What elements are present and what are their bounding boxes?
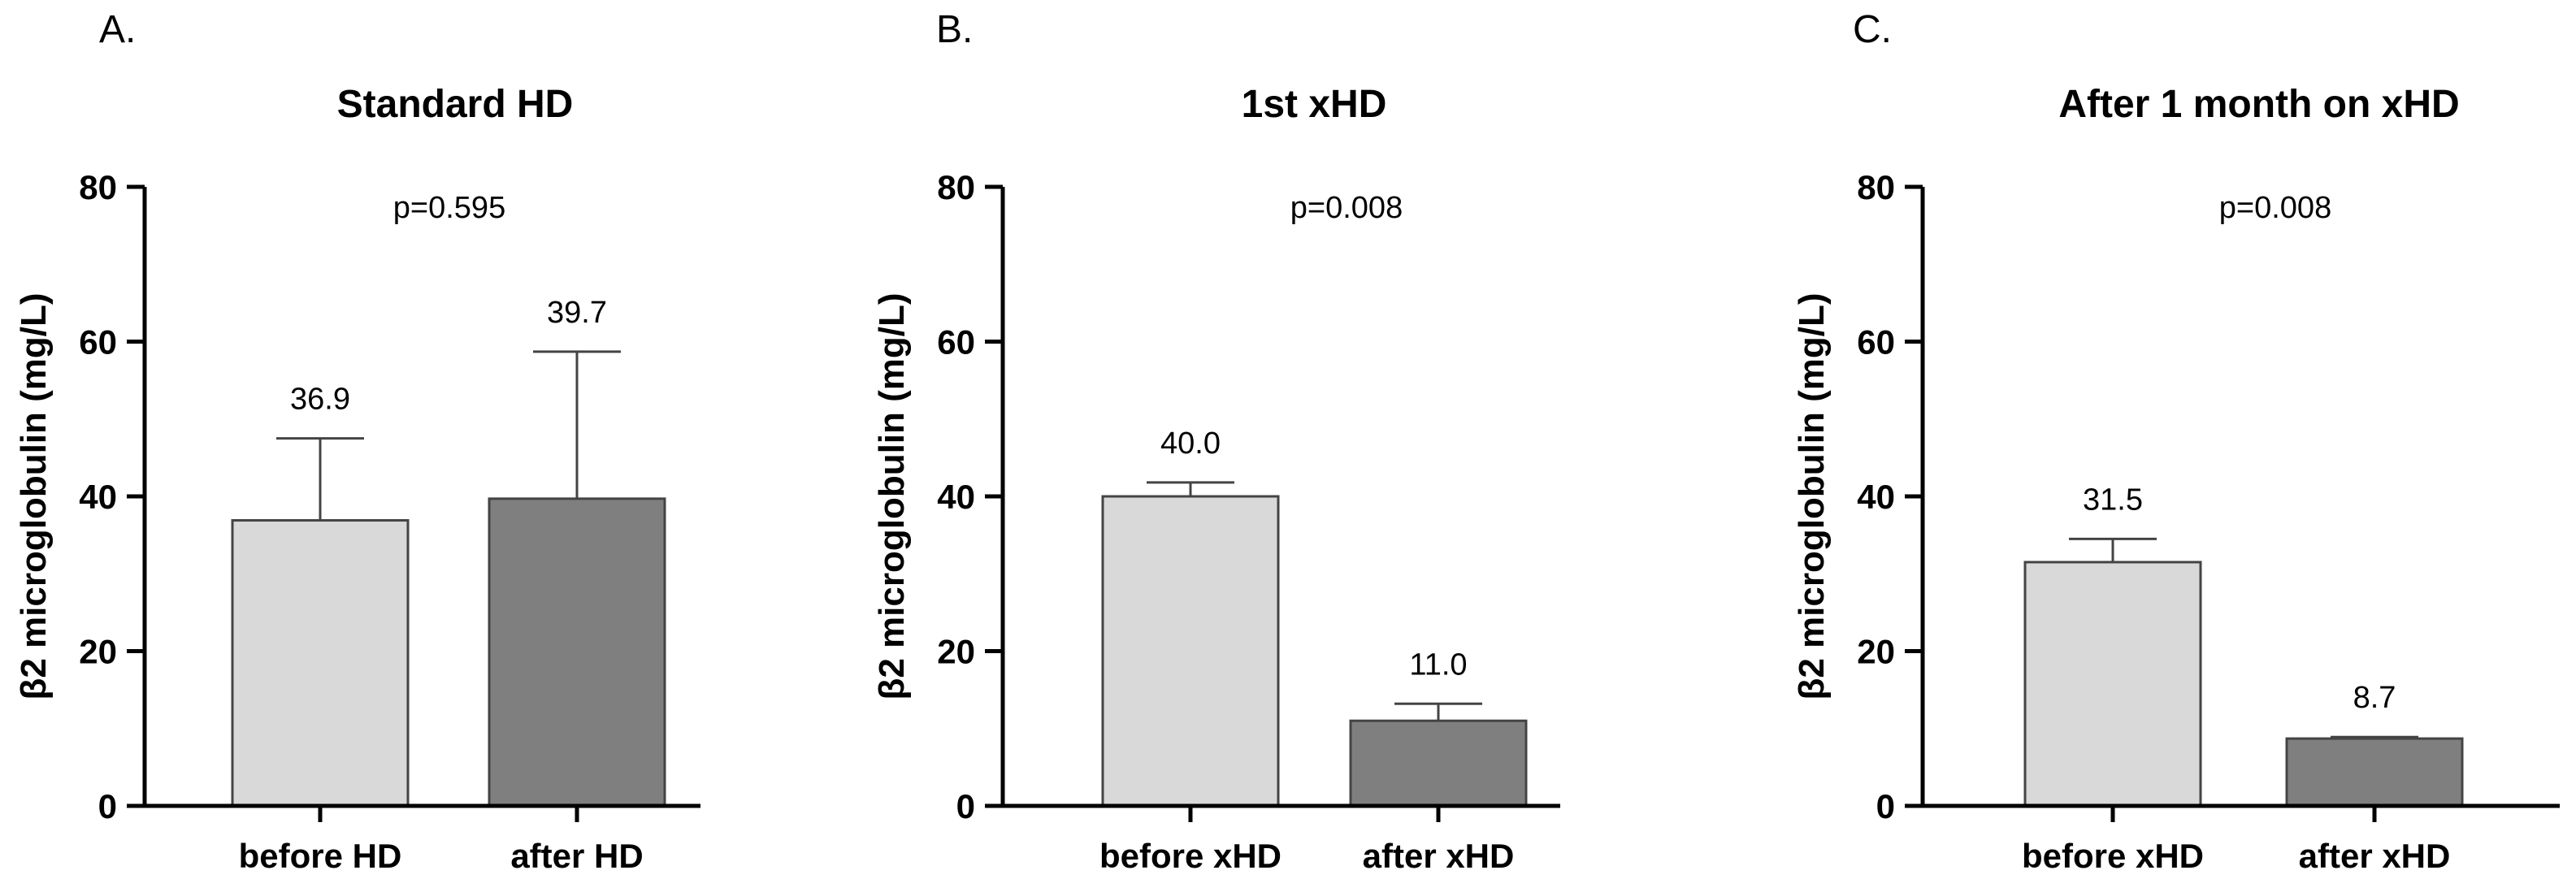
data-label: 40.0 bbox=[1160, 427, 1221, 461]
y-tick-label: 80 bbox=[937, 168, 975, 206]
panel-letter: A. bbox=[99, 8, 136, 51]
data-label: 8.7 bbox=[2353, 681, 2396, 715]
data-label: 11.0 bbox=[1409, 647, 1467, 682]
y-tick-label: 40 bbox=[1857, 478, 1895, 516]
data-label: 31.5 bbox=[2083, 483, 2143, 517]
y-tick-label: 60 bbox=[937, 323, 975, 362]
y-tick-label: 20 bbox=[937, 633, 975, 671]
y-tick-label: 60 bbox=[1857, 323, 1895, 362]
data-label: 39.7 bbox=[547, 296, 607, 330]
p-value-annotation: p=0.008 bbox=[2219, 191, 2331, 225]
x-tick-label: before xHD bbox=[1099, 837, 1281, 875]
chart-title: After 1 month on xHD bbox=[2058, 83, 2459, 126]
y-tick-label: 20 bbox=[79, 633, 117, 671]
x-tick-label: after xHD bbox=[1363, 837, 1515, 875]
y-axis-label: β2 microglobulin (mg/L) bbox=[14, 292, 54, 699]
y-tick-label: 80 bbox=[79, 168, 117, 206]
bar bbox=[231, 519, 410, 808]
p-value-annotation: p=0.595 bbox=[393, 191, 505, 225]
y-tick-label: 0 bbox=[1876, 787, 1895, 825]
x-tick-label: before HD bbox=[239, 837, 402, 875]
y-tick-label: 40 bbox=[79, 478, 117, 516]
bar bbox=[2285, 737, 2464, 808]
bar bbox=[488, 497, 666, 808]
x-tick-label: before xHD bbox=[2022, 837, 2204, 875]
y-tick-label: 40 bbox=[937, 478, 975, 516]
x-tick-label: after xHD bbox=[2299, 837, 2451, 875]
bar bbox=[2023, 561, 2202, 808]
data-label: 36.9 bbox=[290, 383, 350, 417]
x-tick-label: after HD bbox=[510, 837, 643, 875]
p-value-annotation: p=0.008 bbox=[1290, 191, 1403, 225]
y-tick-label: 0 bbox=[956, 787, 975, 825]
bar bbox=[1349, 719, 1528, 808]
y-axis-label: β2 microglobulin (mg/L) bbox=[872, 292, 912, 699]
chart-title: 1st xHD bbox=[1242, 83, 1387, 126]
y-tick-label: 20 bbox=[1857, 633, 1895, 671]
chart-title: Standard HD bbox=[337, 83, 574, 126]
y-tick-label: 60 bbox=[79, 323, 117, 362]
bar bbox=[1101, 495, 1280, 808]
panel-letter: C. bbox=[1853, 8, 1892, 51]
y-tick-label: 0 bbox=[98, 787, 117, 825]
panel-letter: B. bbox=[936, 8, 973, 51]
y-axis-label: β2 microglobulin (mg/L) bbox=[1792, 292, 1832, 699]
y-tick-label: 80 bbox=[1857, 168, 1895, 206]
